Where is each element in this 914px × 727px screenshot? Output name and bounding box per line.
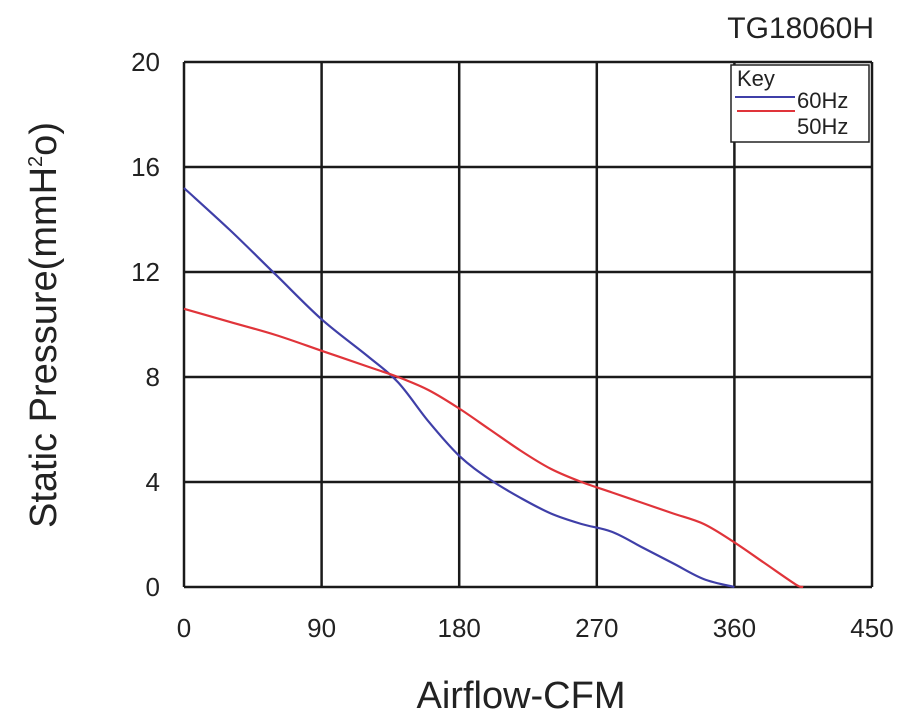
legend-label-60hz: 60Hz (797, 88, 848, 113)
series-line-60hz (183, 187, 735, 589)
x-tick-label: 450 (850, 613, 893, 643)
legend: Key 60Hz 50Hz (730, 64, 870, 143)
x-tick-label: 270 (575, 613, 618, 643)
x-tick-label: 90 (307, 613, 336, 643)
series-layer (183, 187, 804, 589)
y-tick-label: 0 (146, 572, 160, 602)
y-tick-label: 16 (131, 152, 160, 182)
x-tick-label: 0 (177, 613, 191, 643)
y-axis-title-main: Static Pressure(mmH (23, 167, 65, 528)
y-tick-label: 20 (131, 47, 160, 77)
y-tick-label: 4 (146, 467, 160, 497)
y-axis-title-tail: o) (23, 122, 65, 156)
y-axis-title: Static Pressure(mmH2o) (23, 122, 65, 528)
y-axis-title-sup: 2 (25, 156, 47, 167)
y-tick-label: 8 (146, 362, 160, 392)
chart-title: TG18060H (727, 12, 874, 45)
series-line-50hz (183, 307, 804, 589)
y-tick-label: 12 (131, 257, 160, 287)
x-axis-title: Airflow-CFM (417, 675, 626, 717)
legend-box (730, 64, 870, 143)
grid (182, 60, 874, 589)
legend-title: Key (737, 66, 775, 91)
x-tick-label: 180 (438, 613, 481, 643)
tick-labels: 0 90 180 270 360 450 0 4 8 12 16 20 (131, 47, 894, 643)
legend-label-50hz: 50Hz (797, 114, 848, 139)
x-tick-label: 360 (713, 613, 756, 643)
